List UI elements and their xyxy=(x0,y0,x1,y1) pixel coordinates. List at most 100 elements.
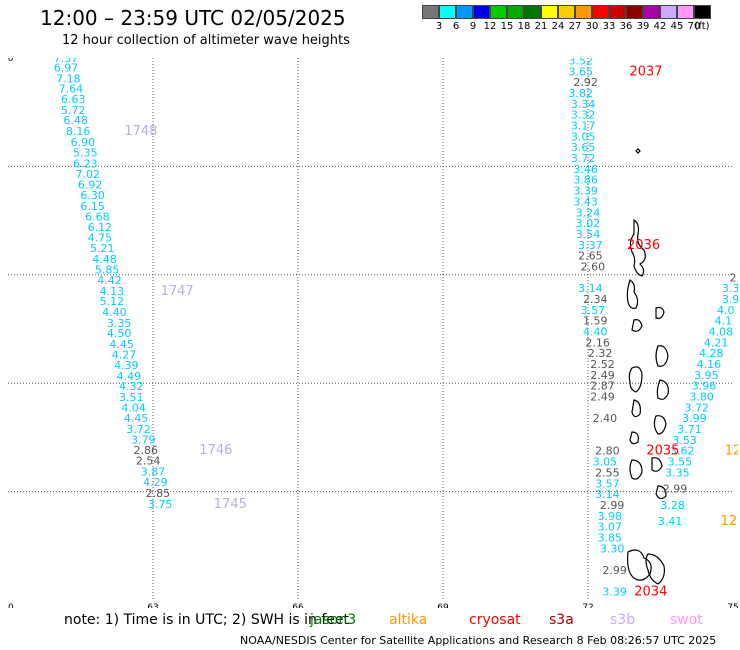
swh-value: 3.3 xyxy=(722,282,738,295)
swh-value: 2.80 xyxy=(595,445,620,458)
swh-value: 3.05 xyxy=(571,130,596,143)
swh-value: 4.29 xyxy=(143,476,168,489)
swh-value: 2 xyxy=(730,271,737,284)
legend-label: 30 xyxy=(585,21,599,32)
satellite-name: s3a xyxy=(549,612,574,628)
swh-value: 5.72 xyxy=(61,104,86,117)
legend-label: 36 xyxy=(619,21,633,32)
swh-value: 3.02 xyxy=(576,217,601,230)
pass-time: 2035 xyxy=(646,444,679,459)
swh-value: 3.05 xyxy=(593,456,618,469)
swh-value: 3.37 xyxy=(578,239,603,252)
swh-value: 6.23 xyxy=(73,157,98,170)
swh-value: 2.99 xyxy=(602,564,627,577)
swh-value: 2.34 xyxy=(583,293,608,306)
swh-value: 3.46 xyxy=(573,163,598,176)
legend-label: 45 xyxy=(670,21,684,32)
swh-value: 6.92 xyxy=(78,179,103,192)
swh-value: 4.45 xyxy=(124,412,149,425)
swh-value: 3.80 xyxy=(689,391,714,404)
legend-swatch xyxy=(626,5,643,19)
x-tick-label: 63 xyxy=(147,603,158,608)
pass-time: 1746 xyxy=(199,443,232,458)
island-shape xyxy=(631,319,643,332)
legend-label: 12 xyxy=(483,21,497,32)
island-shape xyxy=(653,415,667,435)
swh-value: 5.85 xyxy=(95,264,120,277)
swh-value: 4.48 xyxy=(92,253,117,266)
swh-value: 3.30 xyxy=(600,542,625,555)
map-title: 12:00 – 23:59 UTC 02/05/2025 xyxy=(40,6,346,30)
island-shape xyxy=(629,459,643,480)
swh-value: 7.64 xyxy=(59,83,84,96)
swh-value: 3.79 xyxy=(131,433,156,446)
swh-value: 6.30 xyxy=(80,189,105,202)
satellite-name: s3b xyxy=(610,612,636,628)
legend-swatch xyxy=(558,5,575,19)
swh-value: 5.35 xyxy=(73,147,98,160)
note-row: note: 1) Time is in UTC; 2) SWH is in fe… xyxy=(64,612,740,630)
swh-value: 6.15 xyxy=(80,200,105,213)
swh-value: 2.32 xyxy=(588,347,613,360)
color-legend-labels: 3 6 9 12 15 18 21 24 27 30 33 36 39 42 45 70 (ft) xyxy=(422,21,740,35)
swh-value: 3.39 xyxy=(602,586,627,599)
swh-value: 4.42 xyxy=(97,274,122,287)
x-tick-label: 69 xyxy=(437,603,449,608)
legend-swatch xyxy=(490,5,507,19)
legend-label: (ft) xyxy=(694,21,710,32)
legend-swatch xyxy=(456,5,473,19)
legend-swatch xyxy=(694,5,711,19)
swh-value: 4.49 xyxy=(117,370,142,383)
legend-swatch xyxy=(507,5,524,19)
x-tick-label: 60 xyxy=(8,603,14,608)
swh-value: 3.14 xyxy=(578,282,603,295)
x-tick-label: 75 xyxy=(727,603,738,608)
legend-label: 15 xyxy=(500,21,514,32)
pass-time: 1747 xyxy=(161,284,194,299)
island-shape xyxy=(655,306,665,319)
swh-value: 2.49 xyxy=(590,391,615,404)
swh-value: 3.55 xyxy=(668,456,693,469)
swh-value: 6.97 xyxy=(54,62,79,75)
legend-label: 39 xyxy=(636,21,650,32)
swh-value: 2.49 xyxy=(590,369,615,382)
swh-value: 2.40 xyxy=(593,412,618,425)
note-text: note: 1) Time is in UTC; 2) SWH is in fe… xyxy=(64,612,350,628)
pass-time: 2034 xyxy=(634,585,667,600)
swh-value: 3.72 xyxy=(126,423,151,436)
swh-value: 4.40 xyxy=(102,306,127,319)
swh-value: 2.85 xyxy=(146,487,171,500)
legend-label: 42 xyxy=(653,21,667,32)
island-shape xyxy=(651,457,663,472)
swh-value: 2.99 xyxy=(600,499,625,512)
legend-swatch xyxy=(643,5,660,19)
axis-ticks: 6063666972750246810 xyxy=(8,58,738,608)
pass-time: 12 xyxy=(725,444,738,459)
swh-value: 3.32 xyxy=(571,109,596,122)
maldives-islands xyxy=(626,148,669,585)
swh-value: 2.52 xyxy=(590,358,615,371)
swh-value: 6.48 xyxy=(63,114,88,127)
swh-value: 7.18 xyxy=(56,72,81,85)
legend-swatch xyxy=(473,5,490,19)
swh-value: 3.24 xyxy=(576,206,601,219)
legend-label: 33 xyxy=(602,21,616,32)
island-shape xyxy=(631,399,641,418)
color-legend xyxy=(422,5,711,19)
legend-label: 9 xyxy=(469,21,477,32)
swh-value: 6.90 xyxy=(71,136,96,149)
legend-label: 27 xyxy=(568,21,582,32)
swh-value: 3.43 xyxy=(573,195,598,208)
swh-value: 3.9 xyxy=(722,293,738,306)
legend-swatch xyxy=(609,5,626,19)
legend-swatch xyxy=(439,5,456,19)
wave-height-map: 6063666972750246810 7.576.977.187.646.63… xyxy=(8,58,738,608)
island-shape xyxy=(655,345,669,367)
swh-labels: 7.576.977.187.646.635.726.488.166.905.35… xyxy=(54,58,738,599)
swh-value: 3.35 xyxy=(107,317,132,330)
swh-value: 4.75 xyxy=(88,232,113,245)
swh-value: 3.57 xyxy=(595,477,620,490)
swh-value: 3.17 xyxy=(571,120,596,133)
swh-value: 5.12 xyxy=(100,295,125,308)
swh-value: 4.39 xyxy=(114,359,139,372)
